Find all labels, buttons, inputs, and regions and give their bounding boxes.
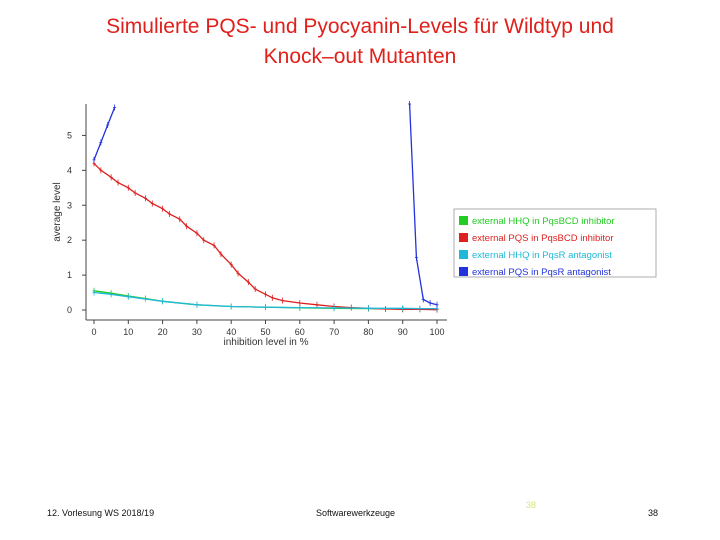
legend-swatch-1 [459, 216, 468, 225]
x-tick-label: 90 [398, 327, 408, 337]
y-tick-label: 1 [67, 270, 72, 280]
slide-title-line-2: Knock–out Mutanten [263, 45, 457, 68]
x-tick-label: 80 [363, 327, 373, 337]
x-tick-label: 70 [329, 327, 339, 337]
legend-swatch-2 [459, 233, 468, 242]
x-tick-label: 40 [226, 327, 236, 337]
y-tick-label: 4 [67, 165, 72, 175]
chart-legend: external HHQ in PqsBCD inhibitor external… [453, 208, 657, 278]
series-4-line-segment-2 [408, 104, 438, 306]
y-tick-label: 5 [67, 130, 72, 140]
x-tick-label: 0 [91, 327, 96, 337]
page-number: 38 [648, 508, 659, 518]
x-tick-label: 20 [158, 327, 168, 337]
x-tick-label: 60 [295, 327, 305, 337]
footer-watermark: 38 [526, 500, 537, 510]
legend-swatch-3 [459, 250, 468, 259]
legend-label-1: external HHQ in PqsBCD inhibitor [472, 216, 615, 227]
series-2-line [93, 162, 438, 311]
x-axis-label: inhibition level in % [223, 337, 308, 348]
slide-title-line-1: Simulierte PQS- und Pyocyanin-Levels für… [106, 15, 614, 38]
legend-label-2: external PQS in PqsBCD inhibitor [472, 233, 614, 244]
footer-course: 12. Vorlesung WS 2018/19 [47, 508, 155, 518]
chart-series-layer [92, 101, 439, 313]
y-tick-label: 0 [67, 305, 72, 315]
legend-swatch-4 [459, 267, 468, 276]
chart-axes: 0 10 20 30 40 50 60 70 80 90 100 0 1 2 3 4 5 inhibition l… [52, 104, 447, 348]
x-tick-label: 10 [123, 327, 133, 337]
legend-label-4: external PQS in PqsR antagonist [472, 267, 611, 278]
series-4-line [93, 107, 116, 161]
y-axis-label: average level [52, 182, 63, 241]
y-tick-label: 3 [67, 200, 72, 210]
legend-label-3: external HHQ in PqsR antagonist [472, 250, 612, 261]
x-tick-label: 30 [192, 327, 202, 337]
y-tick-label: 2 [67, 235, 72, 245]
x-tick-label: 50 [260, 327, 270, 337]
x-tick-label: 100 [429, 327, 444, 337]
legend-box [453, 208, 657, 278]
slide-title: Simulierte PQS- und Pyocyanin-Levels für… [20, 12, 700, 72]
footer-topic: Softwarewerkzeuge [316, 508, 396, 518]
